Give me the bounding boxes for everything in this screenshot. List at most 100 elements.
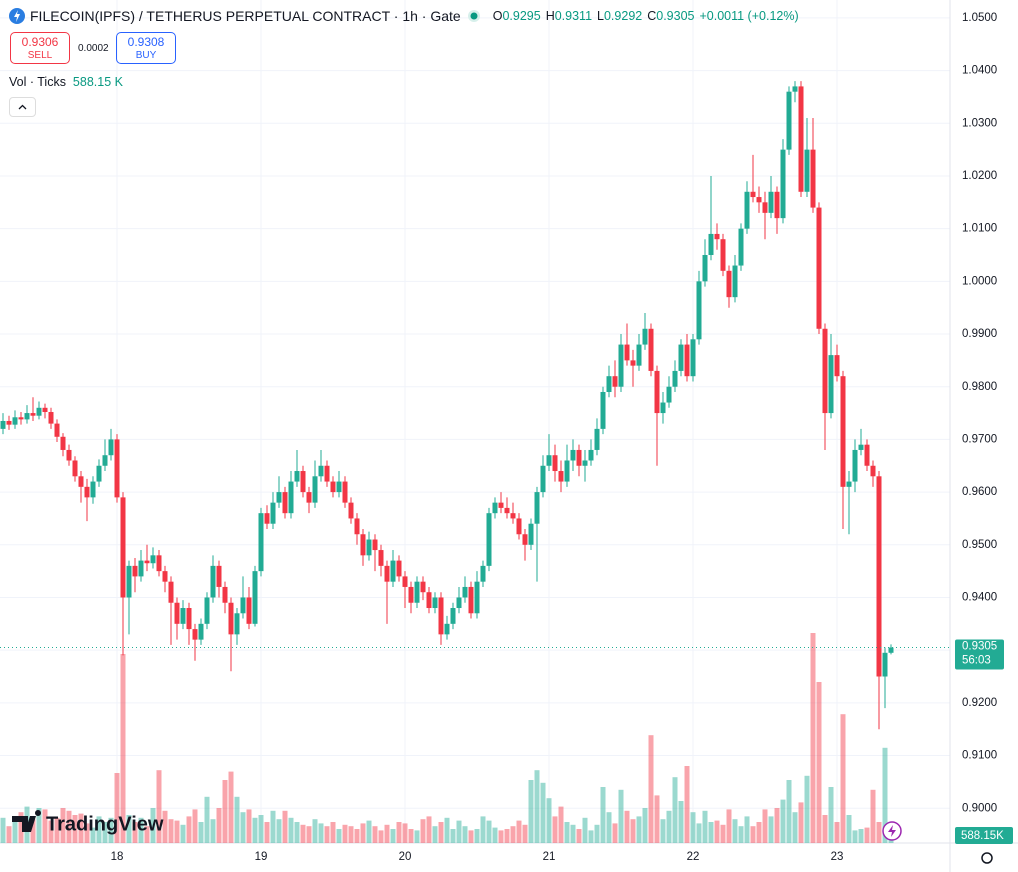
volume-bar xyxy=(204,796,210,843)
volume-bar xyxy=(108,817,114,843)
candle-body xyxy=(744,191,750,229)
candle-body xyxy=(768,191,774,213)
candle-body xyxy=(732,265,738,298)
candle-body xyxy=(600,391,606,429)
volume-bar xyxy=(144,826,150,843)
volume-value: 588.15 K xyxy=(72,75,123,89)
volume-bar xyxy=(660,819,666,843)
volume-bar xyxy=(666,810,672,843)
y-tick-label: 0.9600 xyxy=(962,486,997,498)
y-tick-label: 1.0000 xyxy=(962,275,997,287)
volume-bar xyxy=(300,824,306,843)
y-tick-label: 1.0300 xyxy=(962,117,997,129)
volume-bar xyxy=(558,806,564,843)
candle-body xyxy=(162,571,168,582)
volume-bar xyxy=(528,780,534,843)
candle-body xyxy=(390,560,396,582)
candle-body xyxy=(102,455,108,466)
volume-bar xyxy=(648,735,654,843)
candle-body xyxy=(78,476,84,487)
candle-body xyxy=(774,191,780,219)
volume-bar xyxy=(216,808,222,843)
candle-body xyxy=(816,207,822,329)
volume-bar xyxy=(102,822,108,843)
volume-bar xyxy=(870,789,876,843)
candle-body xyxy=(582,460,588,466)
volume-bar xyxy=(624,810,630,843)
candle-body xyxy=(216,565,222,587)
logo xyxy=(12,810,42,832)
y-tick-label: 1.0500 xyxy=(962,12,997,24)
volume-bar xyxy=(504,829,510,843)
candle-body xyxy=(762,202,768,213)
volume-bar xyxy=(552,816,558,843)
volume-bar xyxy=(126,815,132,843)
candle-body xyxy=(888,647,894,653)
candle-body xyxy=(672,370,678,387)
sell-button[interactable]: 0.9306 SELL xyxy=(10,32,70,64)
volume-bar xyxy=(756,822,762,843)
candle-body xyxy=(564,460,570,482)
volume-bar xyxy=(606,812,612,843)
volume-bar xyxy=(198,822,204,843)
candle-body xyxy=(516,518,522,535)
volume-bar xyxy=(684,766,690,843)
candle-body xyxy=(192,629,198,640)
candle-body xyxy=(72,460,78,477)
volume-bar xyxy=(432,826,438,843)
candle-body xyxy=(606,376,612,392)
candle-body xyxy=(318,465,324,477)
volume-bar xyxy=(60,808,66,843)
volume-bar xyxy=(630,819,636,843)
volume-legend: Vol · Ticks 588.15 K xyxy=(9,75,123,89)
candle-body xyxy=(300,471,306,493)
volume-bar xyxy=(840,714,846,843)
volume-bar xyxy=(246,809,252,843)
candle-body xyxy=(630,360,636,366)
candle-body xyxy=(594,428,600,450)
candle-body xyxy=(522,534,528,545)
volume-bar xyxy=(696,823,702,843)
candle-body xyxy=(156,555,162,572)
candle-body xyxy=(348,502,354,519)
volume-bar xyxy=(774,808,780,843)
candle-body xyxy=(486,513,492,566)
sell-label: SELL xyxy=(27,50,53,61)
volume-bar xyxy=(354,829,360,843)
y-tick-label: 1.0400 xyxy=(962,65,997,77)
candle-body xyxy=(204,597,210,624)
candle-body xyxy=(96,465,102,482)
volume-bar xyxy=(882,747,888,843)
candle-body xyxy=(6,420,12,425)
candle-body xyxy=(174,602,180,624)
volume-bar xyxy=(570,824,576,843)
candle-body xyxy=(462,586,468,598)
volume-bar xyxy=(192,809,198,843)
candle-body xyxy=(144,560,150,564)
buy-button[interactable]: 0.9308 BUY xyxy=(116,32,176,64)
candle-body xyxy=(504,507,510,514)
volume-bar xyxy=(72,815,78,843)
volume-bar xyxy=(30,819,36,843)
volume-bar xyxy=(54,817,60,843)
collapse-button[interactable] xyxy=(9,97,36,117)
candle-body xyxy=(696,281,702,340)
volume-bar xyxy=(156,770,162,843)
volume-bar xyxy=(150,808,156,843)
candle-body xyxy=(180,608,186,624)
volume-bar xyxy=(330,822,336,843)
candle-body xyxy=(804,149,810,192)
volume-bar xyxy=(450,829,456,843)
volume-bar xyxy=(546,798,552,843)
candle-body xyxy=(120,497,126,598)
candle-body xyxy=(636,344,642,366)
candle-body xyxy=(822,328,828,414)
candle-body xyxy=(708,233,714,256)
candle-body xyxy=(792,86,798,92)
candle-body xyxy=(540,465,546,493)
volume-bar xyxy=(594,824,600,843)
candle-body xyxy=(138,560,144,577)
candle-body xyxy=(750,191,756,198)
candle-body xyxy=(150,555,156,564)
volume-bar xyxy=(258,815,264,843)
